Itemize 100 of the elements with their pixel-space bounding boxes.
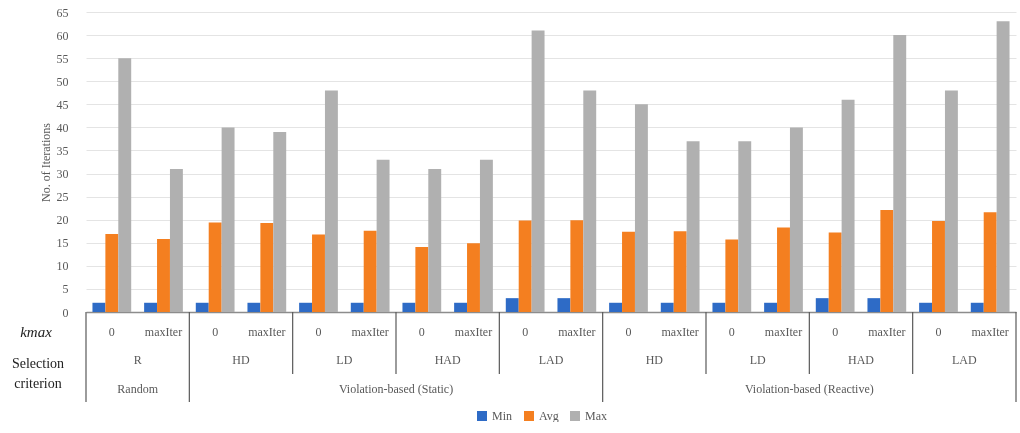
x-tick-label: 0 bbox=[728, 325, 735, 339]
x-tick-label: maxIter bbox=[764, 325, 803, 339]
bar bbox=[157, 239, 170, 312]
bar bbox=[105, 234, 119, 312]
bar bbox=[738, 141, 752, 312]
text: LAD bbox=[538, 353, 564, 367]
x-tick-label: 0 bbox=[418, 325, 425, 339]
x-tick-label: 0 bbox=[625, 325, 632, 339]
text: Violation-based (Static) bbox=[338, 382, 454, 396]
bar bbox=[660, 302, 674, 312]
x-tick-label: 0 bbox=[108, 325, 115, 339]
y-tick-label: 25 bbox=[56, 190, 69, 205]
y-tick-label: 0 bbox=[62, 305, 69, 320]
bar bbox=[428, 168, 442, 312]
bar bbox=[467, 243, 480, 312]
bar bbox=[376, 159, 390, 312]
bar bbox=[312, 234, 325, 312]
bar bbox=[970, 302, 984, 312]
x-tick-label: 0 bbox=[935, 325, 942, 339]
y-tick-label: 15 bbox=[56, 236, 69, 251]
bar bbox=[673, 231, 687, 312]
bar bbox=[996, 21, 1010, 312]
text: kmax bbox=[20, 324, 53, 340]
text: HAD bbox=[848, 353, 875, 367]
x-tick-label: maxIter bbox=[248, 325, 286, 339]
bar bbox=[299, 302, 313, 312]
bar bbox=[583, 90, 597, 312]
x-tick-label: maxIter bbox=[868, 325, 906, 339]
bar bbox=[92, 302, 106, 312]
text: Random bbox=[117, 382, 159, 396]
text: R bbox=[133, 353, 142, 367]
bar bbox=[531, 30, 545, 312]
bar bbox=[260, 222, 274, 312]
y-tick-label: 35 bbox=[56, 143, 69, 158]
x-tick-label: maxIter bbox=[351, 325, 389, 339]
x-tick-label: 0 bbox=[315, 325, 322, 339]
text: Selection criterion bbox=[11, 356, 65, 391]
text: HD bbox=[232, 353, 250, 367]
bar bbox=[789, 127, 803, 312]
y-tick-label: 40 bbox=[56, 120, 69, 135]
bar bbox=[932, 221, 945, 312]
y-tick-label: 45 bbox=[56, 97, 69, 112]
text: Violation-based (Reactive) bbox=[744, 382, 874, 396]
bar bbox=[557, 298, 571, 312]
bar bbox=[221, 127, 235, 312]
x-tick-label: maxIter bbox=[661, 325, 699, 339]
bar bbox=[867, 298, 881, 312]
bar bbox=[764, 302, 778, 312]
bar bbox=[570, 220, 584, 312]
x-tick-label: maxIter bbox=[558, 325, 596, 339]
x-tick-label: maxIter bbox=[144, 325, 183, 339]
x-tick-label: maxIter bbox=[971, 325, 1009, 339]
y-tick-label: 5 bbox=[62, 282, 69, 297]
bar bbox=[622, 231, 635, 312]
bar bbox=[518, 220, 532, 312]
bar bbox=[454, 302, 468, 312]
y-tick-label: 65 bbox=[56, 5, 69, 20]
bar bbox=[273, 132, 287, 312]
text: LAD bbox=[952, 353, 977, 367]
bar bbox=[712, 302, 726, 312]
bar bbox=[983, 212, 997, 312]
y-tick-label: 50 bbox=[56, 74, 69, 89]
bar bbox=[686, 141, 700, 312]
text: LD bbox=[749, 353, 766, 367]
y-tick-label: 60 bbox=[56, 28, 69, 43]
bar bbox=[208, 222, 222, 312]
bar bbox=[634, 104, 648, 312]
text: LD bbox=[336, 353, 353, 367]
bar bbox=[919, 302, 933, 312]
legend-label: Max bbox=[585, 409, 607, 423]
bar bbox=[880, 210, 894, 312]
bar bbox=[505, 298, 519, 312]
bar bbox=[725, 239, 739, 312]
bar bbox=[609, 302, 623, 312]
legend-label: Min bbox=[492, 409, 513, 423]
bar bbox=[402, 302, 416, 312]
bar bbox=[324, 90, 338, 312]
x-tick-label: 0 bbox=[832, 325, 839, 339]
bar bbox=[841, 99, 855, 312]
legend-label: Avg bbox=[539, 409, 559, 423]
bar bbox=[828, 232, 842, 312]
bar bbox=[777, 227, 790, 312]
bar bbox=[144, 302, 158, 312]
y-axis-title: No. of Iterations bbox=[38, 122, 53, 202]
x-tick-label: maxIter bbox=[454, 325, 493, 339]
bar bbox=[118, 58, 132, 312]
bar bbox=[944, 90, 958, 312]
y-tick-label: 20 bbox=[56, 213, 69, 228]
y-tick-label: 55 bbox=[56, 51, 69, 66]
bar bbox=[479, 159, 493, 312]
bar bbox=[815, 298, 829, 312]
bar bbox=[350, 302, 364, 312]
bar bbox=[169, 168, 183, 312]
y-tick-label: 30 bbox=[56, 167, 69, 182]
x-tick-label: 0 bbox=[212, 325, 219, 339]
bar bbox=[893, 35, 907, 312]
bar bbox=[195, 302, 209, 312]
bar bbox=[247, 302, 261, 312]
text: HAD bbox=[434, 353, 461, 367]
y-tick-label: 10 bbox=[56, 259, 69, 274]
